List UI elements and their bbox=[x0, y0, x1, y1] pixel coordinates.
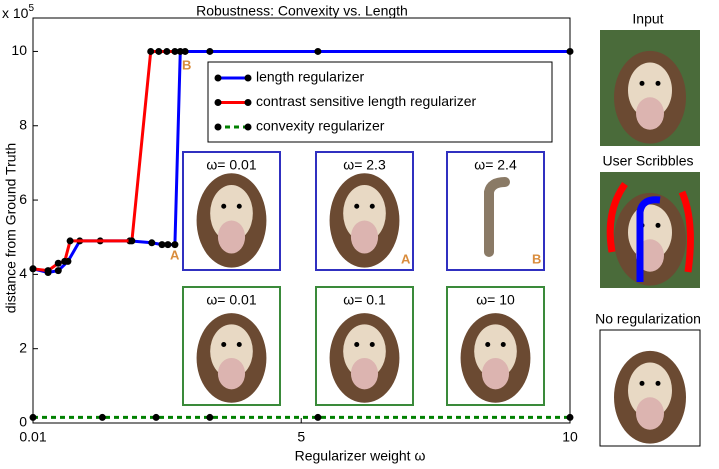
hedgehog-belly bbox=[218, 220, 245, 253]
hedgehog-eye bbox=[656, 223, 661, 228]
inset-label: ω= 0.1 bbox=[343, 292, 386, 308]
y-tick-label: 0 bbox=[19, 414, 27, 430]
hedgehog-eye bbox=[370, 204, 375, 209]
y-tick-label: 8 bbox=[19, 116, 27, 132]
data-point bbox=[147, 48, 154, 55]
x-tick-label: 10 bbox=[562, 429, 578, 445]
data-point bbox=[153, 414, 160, 421]
hedgehog-eye bbox=[640, 381, 645, 386]
legend-label: length regularizer bbox=[256, 69, 365, 85]
data-point bbox=[45, 267, 52, 274]
hedgehog-belly bbox=[482, 358, 509, 389]
hedgehog-eye bbox=[656, 381, 661, 386]
hedgehog-eye bbox=[656, 81, 661, 86]
data-point bbox=[55, 260, 62, 267]
legend-marker bbox=[245, 99, 252, 106]
legend-marker bbox=[245, 124, 252, 131]
inset-label: ω= 2.4 bbox=[474, 157, 517, 173]
legend-label: contrast sensitive length regularizer bbox=[256, 93, 477, 109]
annotation: B bbox=[182, 57, 191, 72]
data-point bbox=[314, 48, 321, 55]
hedgehog-eye bbox=[485, 342, 490, 347]
hedgehog-eye bbox=[237, 204, 242, 209]
y-tick-label: 10 bbox=[11, 42, 27, 58]
hedgehog-eye bbox=[370, 342, 375, 347]
data-point bbox=[30, 414, 37, 421]
x-axis-label: Regularizer weight ω bbox=[295, 448, 426, 464]
data-point bbox=[171, 48, 178, 55]
hedgehog-belly bbox=[636, 397, 664, 429]
data-point bbox=[67, 237, 74, 244]
hedgehog-belly bbox=[351, 358, 378, 389]
y-tick-label: 4 bbox=[19, 265, 27, 281]
hedgehog-belly bbox=[351, 220, 378, 253]
inset-tag: A bbox=[401, 251, 411, 266]
data-point bbox=[99, 414, 106, 421]
inset-label: ω= 2.3 bbox=[343, 157, 386, 173]
data-point bbox=[206, 414, 213, 421]
data-point bbox=[155, 48, 162, 55]
data-point bbox=[30, 265, 37, 272]
inset-tag: B bbox=[532, 251, 541, 266]
data-point bbox=[61, 258, 68, 265]
multiplier-base: x 10 bbox=[2, 5, 29, 21]
side-panels: Input User Scribbles No regularization bbox=[595, 11, 701, 446]
hedgehog-eye bbox=[237, 342, 242, 347]
data-point bbox=[128, 237, 135, 244]
legend: length regularizer contrast sensitive len… bbox=[208, 62, 552, 142]
data-point bbox=[567, 48, 574, 55]
data-point bbox=[567, 414, 574, 421]
y-axis-label: distance from Ground Truth bbox=[3, 143, 19, 313]
multiplier-exponent: 5 bbox=[28, 3, 34, 14]
hedgehog-eye bbox=[354, 204, 359, 209]
figure: Robustness: Convexity vs. Length Regular… bbox=[0, 0, 719, 469]
insets: ω= 0.01 ω= 2.3 Aω= 2.4 Bω= 0.01 ω= 0.1 ω= 10 bbox=[183, 152, 544, 405]
legend-marker bbox=[215, 75, 222, 82]
data-point bbox=[182, 48, 189, 55]
data-point bbox=[314, 414, 321, 421]
panel-label: Input bbox=[632, 11, 663, 27]
inset-label: ω= 10 bbox=[476, 292, 515, 308]
hedgehog-eye bbox=[221, 342, 226, 347]
legend-marker bbox=[245, 75, 252, 82]
data-point bbox=[55, 267, 62, 274]
data-point bbox=[206, 48, 213, 55]
hedgehog-eye bbox=[640, 81, 645, 86]
annotation: A bbox=[170, 247, 180, 262]
inset-label: ω= 0.01 bbox=[206, 157, 256, 173]
inset-label: ω= 0.01 bbox=[206, 292, 256, 308]
panel-label: User Scribbles bbox=[602, 153, 693, 169]
data-point bbox=[148, 239, 155, 246]
hedgehog-belly bbox=[636, 97, 664, 129]
legend-label: convexity regularizer bbox=[256, 118, 385, 134]
legend-marker bbox=[215, 99, 222, 106]
legend-marker bbox=[215, 124, 222, 131]
x-tick-label: 0.01 bbox=[19, 429, 46, 445]
panel-label: No regularization bbox=[595, 311, 701, 327]
y-tick-label: 2 bbox=[19, 339, 27, 355]
y-multiplier: x 105 bbox=[2, 3, 34, 21]
chart-title: Robustness: Convexity vs. Length bbox=[196, 3, 408, 19]
data-point bbox=[163, 48, 170, 55]
hedgehog-belly bbox=[218, 358, 245, 389]
hedgehog-eye bbox=[501, 342, 506, 347]
x-tick-label: 5 bbox=[297, 429, 305, 445]
hedgehog-eye bbox=[354, 342, 359, 347]
y-tick-label: 6 bbox=[19, 191, 27, 207]
hedgehog-eye bbox=[221, 204, 226, 209]
series-line bbox=[33, 51, 175, 270]
